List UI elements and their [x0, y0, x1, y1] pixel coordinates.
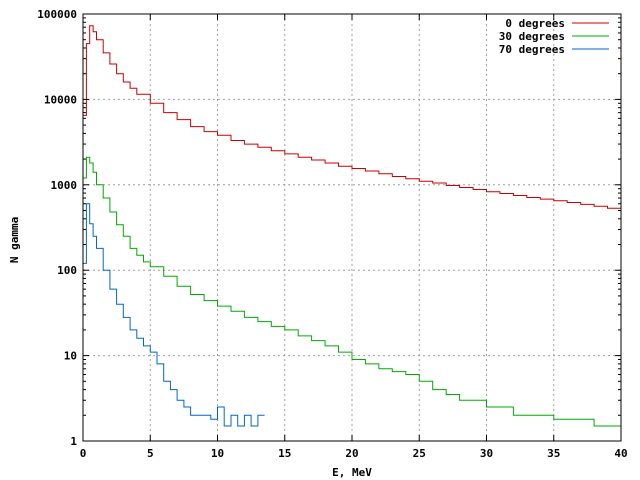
grid [83, 14, 621, 441]
x-tick-label: 20 [345, 447, 358, 460]
series-line-2 [83, 203, 265, 427]
ticks: 0 5 10 15 20 25 30 35 40 1 10 100 1000 10000 100000 [37, 8, 627, 460]
x-tick-label: 0 [80, 447, 87, 460]
y-tick-label: 1 [70, 435, 77, 448]
x-tick-label: 10 [211, 447, 224, 460]
y-tick-label: 10 [64, 350, 77, 363]
x-tick-label: 40 [614, 447, 627, 460]
x-tick-label: 25 [413, 447, 426, 460]
series-layer [83, 25, 622, 427]
x-tick-label: 30 [480, 447, 493, 460]
y-tick-label: 10000 [44, 93, 77, 106]
series-line-1 [83, 156, 621, 427]
legend-label-1: 30 degrees [499, 30, 565, 43]
legend-label-0: 0 degrees [505, 17, 565, 30]
x-tick-label: 15 [278, 447, 291, 460]
y-tick-label: 1000 [51, 179, 78, 192]
y-tick-label: 100 [57, 264, 77, 277]
x-tick-label: 5 [147, 447, 154, 460]
y-axis-label: N gamma [8, 217, 21, 263]
legend-label-2: 70 degrees [499, 43, 565, 56]
series-line-0 [83, 25, 622, 211]
x-axis-label: E, MeV [332, 466, 372, 479]
y-tick-label: 100000 [37, 8, 77, 21]
x-tick-label: 35 [547, 447, 560, 460]
